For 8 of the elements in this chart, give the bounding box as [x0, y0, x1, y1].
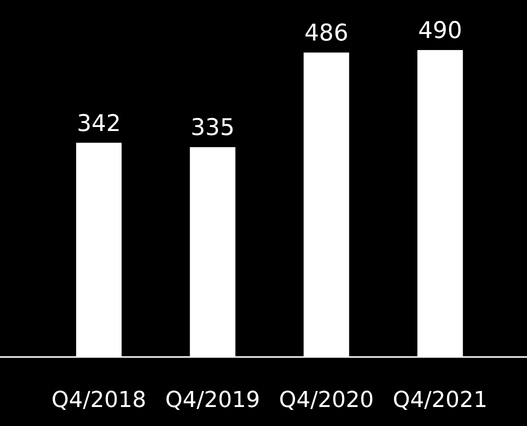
x-tick-label: Q4/2018: [52, 388, 146, 413]
x-tick-label: Q4/2019: [165, 388, 260, 413]
data-label: 490: [418, 18, 462, 44]
data-label: 335: [190, 115, 235, 142]
x-tick-label: Q4/2020: [279, 388, 374, 413]
data-label: 486: [304, 20, 348, 47]
x-tick-label: Q4/2021: [392, 388, 488, 413]
data-label: 342: [76, 110, 121, 137]
